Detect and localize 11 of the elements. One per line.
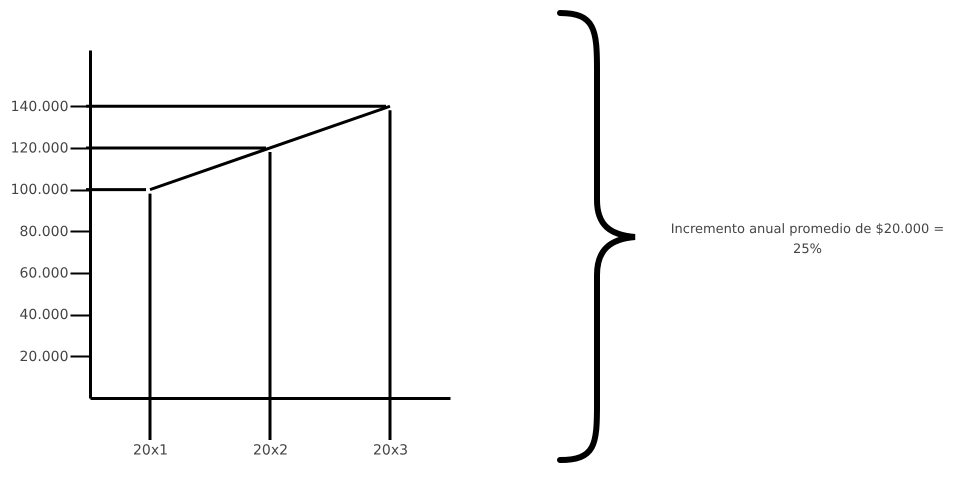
- y-tick-label: 100.000: [10, 182, 68, 198]
- y-tick-label: 60.000: [20, 265, 68, 282]
- y-tick-label: 40.000: [20, 307, 68, 324]
- y-tick-label: 140.000: [10, 98, 68, 115]
- x-tick-label: 20x3: [372, 442, 408, 458]
- text: Incremento anual promedio de $20.000 = 25%: [670, 221, 946, 258]
- x-tick-label: 20x2: [252, 442, 288, 458]
- y-tick-label: 120.000: [10, 140, 68, 156]
- y-tick-label: 20.000: [20, 348, 68, 365]
- y-tick-label: 80.000: [20, 224, 68, 240]
- x-tick-label: 20x1: [132, 442, 168, 458]
